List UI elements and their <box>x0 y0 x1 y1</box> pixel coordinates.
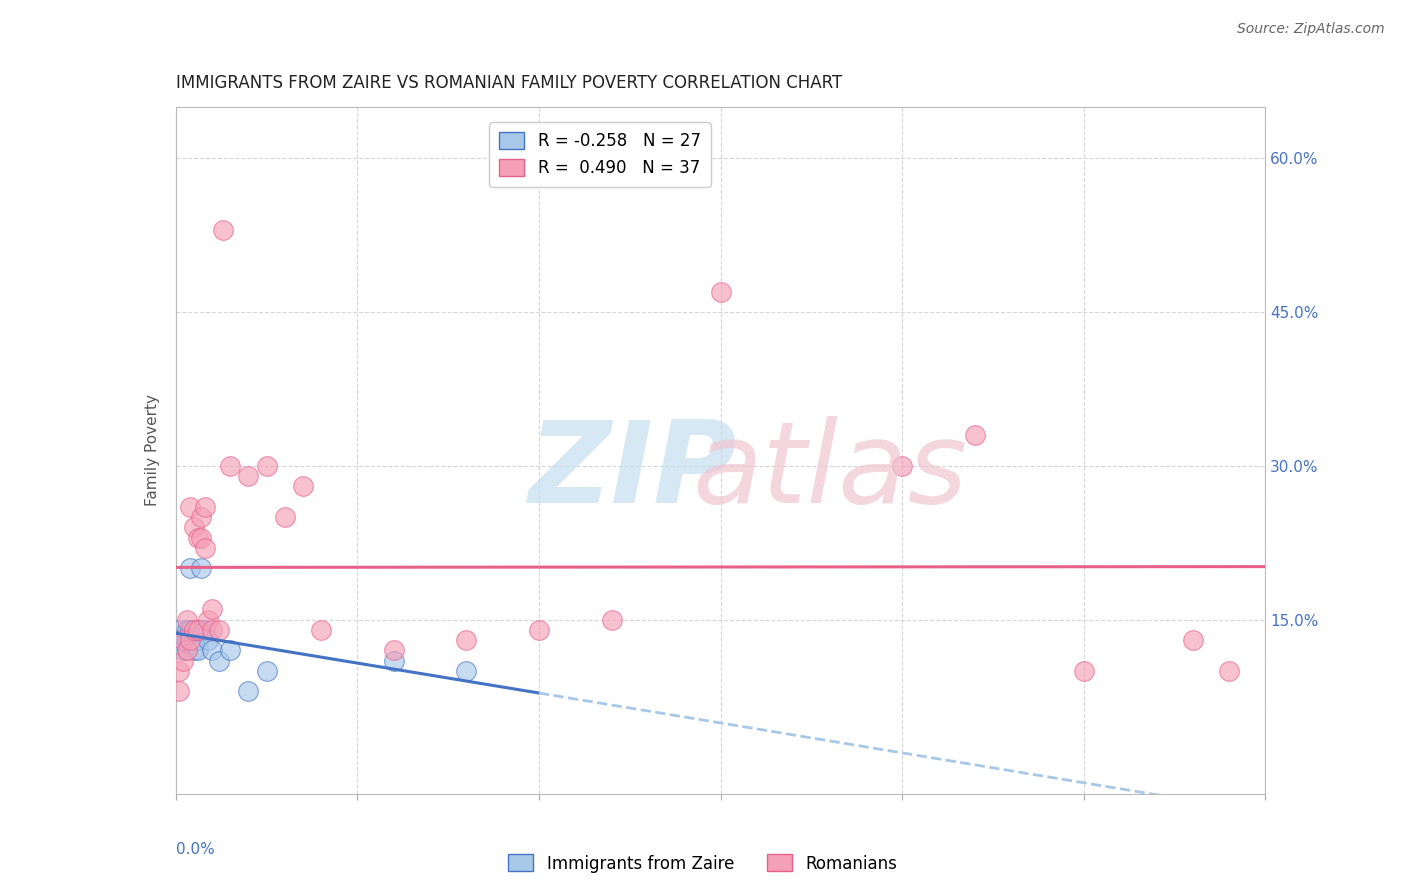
Legend: Immigrants from Zaire, Romanians: Immigrants from Zaire, Romanians <box>502 847 904 880</box>
Point <box>201 602 224 616</box>
Point <box>456 633 478 648</box>
Point <box>183 520 205 534</box>
Point <box>176 623 198 637</box>
Point <box>382 643 405 657</box>
Point <box>172 633 194 648</box>
Point <box>179 561 201 575</box>
Text: 0.0%: 0.0% <box>176 842 215 857</box>
Legend: R = -0.258   N = 27, R =  0.490   N = 37: R = -0.258 N = 27, R = 0.490 N = 37 <box>489 122 710 187</box>
Text: IMMIGRANTS FROM ZAIRE VS ROMANIAN FAMILY POVERTY CORRELATION CHART: IMMIGRANTS FROM ZAIRE VS ROMANIAN FAMILY… <box>176 74 842 92</box>
Text: atlas: atlas <box>692 416 967 526</box>
Point <box>1073 664 1095 678</box>
Point <box>256 664 278 678</box>
Point <box>201 643 224 657</box>
Point <box>194 500 217 514</box>
Point <box>179 623 201 637</box>
Point <box>169 633 191 648</box>
Point <box>172 654 194 668</box>
Point <box>172 633 194 648</box>
Point <box>291 479 314 493</box>
Point <box>238 684 260 698</box>
Point <box>190 561 212 575</box>
Point <box>194 623 217 637</box>
Point <box>201 623 224 637</box>
Point <box>190 623 212 637</box>
Point <box>186 623 209 637</box>
Point <box>219 643 242 657</box>
Point <box>197 613 219 627</box>
Point <box>186 531 209 545</box>
Point <box>256 458 278 473</box>
Point <box>197 633 219 648</box>
Point <box>176 643 198 657</box>
Point <box>176 643 198 657</box>
Point <box>274 510 297 524</box>
Point <box>891 458 914 473</box>
Point <box>183 643 205 657</box>
Point <box>1181 633 1204 648</box>
Point <box>169 623 191 637</box>
Point <box>527 623 550 637</box>
Point <box>208 654 231 668</box>
Point <box>179 633 201 648</box>
Point <box>212 223 235 237</box>
Point <box>183 623 205 637</box>
Text: Source: ZipAtlas.com: Source: ZipAtlas.com <box>1237 22 1385 37</box>
Point <box>238 469 260 483</box>
Point <box>309 623 332 637</box>
Point <box>179 500 201 514</box>
Point <box>179 633 201 648</box>
Point <box>186 643 209 657</box>
Point <box>710 285 733 299</box>
Point <box>963 428 986 442</box>
Point <box>183 623 205 637</box>
Text: ZIP: ZIP <box>529 416 738 526</box>
Point <box>208 623 231 637</box>
Point <box>194 541 217 555</box>
Y-axis label: Family Poverty: Family Poverty <box>145 394 160 507</box>
Point <box>176 613 198 627</box>
Point <box>1218 664 1240 678</box>
Point <box>190 531 212 545</box>
Point <box>183 633 205 648</box>
Point <box>382 654 405 668</box>
Point <box>600 613 623 627</box>
Point <box>176 633 198 648</box>
Point <box>169 684 191 698</box>
Point <box>172 643 194 657</box>
Point <box>169 664 191 678</box>
Point <box>186 623 209 637</box>
Point <box>186 633 209 648</box>
Point <box>190 510 212 524</box>
Point <box>219 458 242 473</box>
Point <box>456 664 478 678</box>
